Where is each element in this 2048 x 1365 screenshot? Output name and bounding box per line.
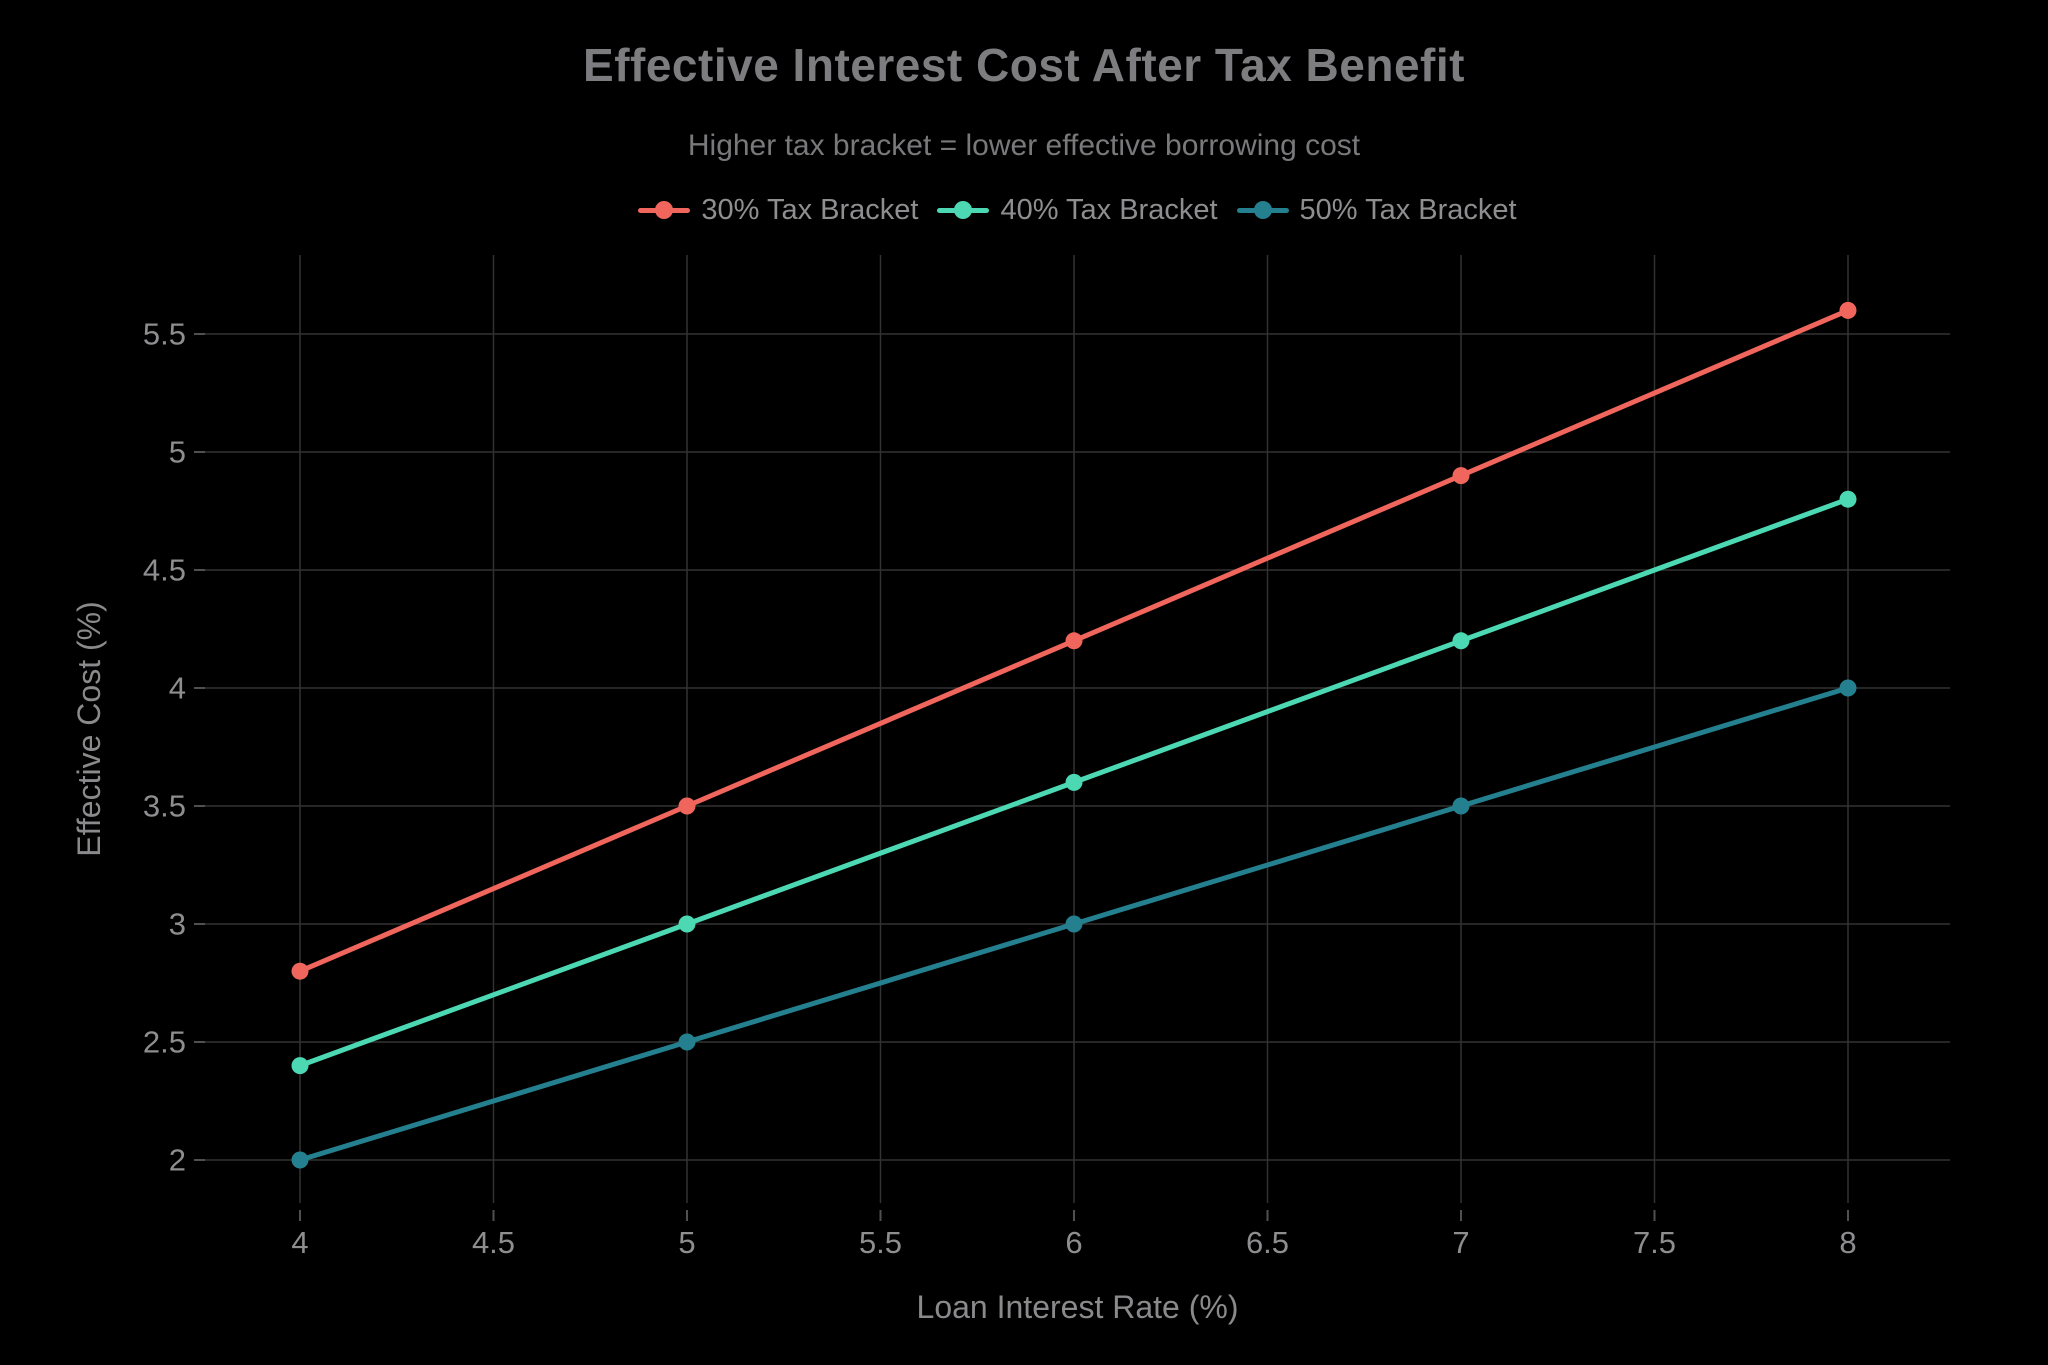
point-50-tax-bracket-x7[interactable] [1452, 797, 1470, 815]
legend-label-40-tax-bracket: 40% Tax Bracket [1000, 193, 1218, 226]
x-tick-label-8: 8 [1839, 1225, 1856, 1260]
chart-subtitle: Higher tax bracket = lower effective bor… [687, 129, 1361, 162]
legend-label-50-tax-bracket: 50% Tax Bracket [1299, 193, 1517, 226]
point-40-tax-bracket-x5[interactable] [678, 915, 696, 933]
legend-marker-line-40-tax-bracket [937, 201, 990, 219]
y-tick-label-5.5: 5.5 [143, 317, 186, 352]
point-40-tax-bracket-x6[interactable] [1065, 773, 1083, 791]
point-30-tax-bracket-x6[interactable] [1065, 632, 1083, 650]
x-tick-label-7.5: 7.5 [1633, 1225, 1676, 1260]
x-tick-label-5: 5 [678, 1225, 695, 1260]
point-50-tax-bracket-x6[interactable] [1065, 915, 1083, 933]
chart-title: Effective Interest Cost After Tax Benefi… [583, 39, 1465, 91]
x-tick-label-4: 4 [291, 1225, 308, 1260]
legend-item-30-tax-bracket[interactable]: 30% Tax Bracket [638, 194, 918, 227]
x-tick-label-7: 7 [1452, 1225, 1469, 1260]
y-tick-label-5: 5 [169, 435, 186, 470]
legend-item-50-tax-bracket[interactable]: 50% Tax Bracket [1236, 193, 1517, 227]
x-tick-label-4.5: 4.5 [472, 1225, 515, 1260]
y-tick-label-4: 4 [169, 671, 186, 706]
x-tick-label-6: 6 [1065, 1225, 1082, 1260]
legend-item-40-tax-bracket[interactable]: 40% Tax Bracket [937, 193, 1218, 227]
y-tick-label-2.5: 2.5 [143, 1025, 186, 1060]
y-tick-label-3: 3 [169, 907, 186, 942]
point-40-tax-bracket-x7[interactable] [1452, 632, 1470, 650]
legend-marker-line-50-tax-bracket [1236, 201, 1289, 219]
legend-marker-dot-50-tax-bracket [1253, 201, 1272, 219]
point-30-tax-bracket-x5[interactable] [678, 797, 696, 815]
point-30-tax-bracket-x7[interactable] [1452, 467, 1470, 485]
point-30-tax-bracket-x8[interactable] [1839, 301, 1857, 319]
x-axis-title: Loan Interest Rate (%) [917, 1289, 1239, 1325]
y-tick-label-4.5: 4.5 [143, 553, 186, 588]
legend-marker-dot-40-tax-bracket [954, 201, 973, 219]
point-50-tax-bracket-x5[interactable] [678, 1033, 696, 1051]
x-tick-label-6.5: 6.5 [1246, 1225, 1289, 1260]
y-tick-label-2: 2 [169, 1143, 186, 1178]
x-tick-label-5.5: 5.5 [859, 1225, 902, 1260]
legend-label-30-tax-bracket: 30% Tax Bracket [701, 193, 919, 226]
point-50-tax-bracket-x8[interactable] [1839, 679, 1857, 697]
y-axis-title: Effective Cost (%) [71, 601, 107, 856]
legend-marker-line-30-tax-bracket [638, 201, 691, 219]
legend: 30% Tax Bracket 40% Tax Bracket 50% Tax Br… [205, 192, 1950, 228]
point-30-tax-bracket-x4[interactable] [291, 962, 309, 980]
point-40-tax-bracket-x8[interactable] [1839, 490, 1857, 508]
legend-marker-dot-30-tax-bracket [655, 201, 674, 219]
y-tick-label-3.5: 3.5 [143, 789, 186, 824]
point-50-tax-bracket-x4[interactable] [291, 1151, 309, 1169]
point-40-tax-bracket-x4[interactable] [291, 1057, 309, 1075]
